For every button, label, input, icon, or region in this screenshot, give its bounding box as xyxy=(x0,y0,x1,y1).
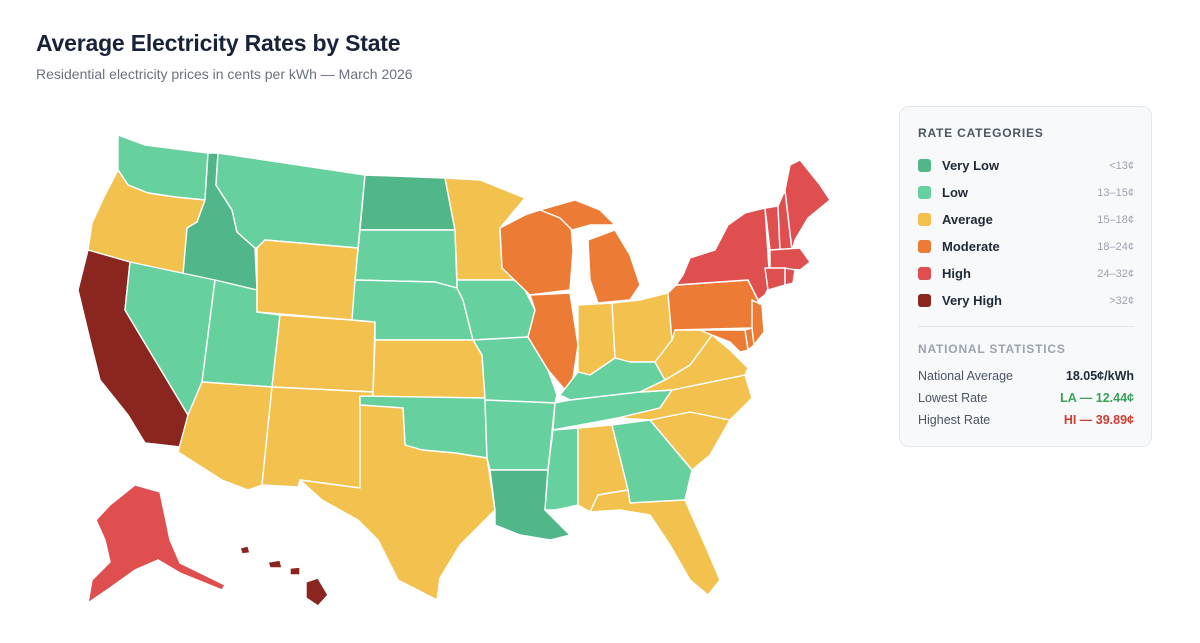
state-me[interactable] xyxy=(784,159,831,251)
legend-item-very-high: Very High >32¢ xyxy=(918,287,1134,314)
state-co[interactable] xyxy=(271,314,376,393)
state-ma[interactable] xyxy=(769,247,811,271)
stats-list: National Average 18.05¢/kWh Lowest Rate LA … xyxy=(918,365,1134,431)
legend-label: High xyxy=(942,266,971,281)
legend-item-moderate: Moderate 18–24¢ xyxy=(918,233,1134,260)
page-subtitle: Residential electricity prices in cents … xyxy=(36,66,413,82)
legend-item-high: High 24–32¢ xyxy=(918,260,1134,287)
stat-value: LA — 12.44¢ xyxy=(1060,391,1134,405)
legend-item-average: Average 15–18¢ xyxy=(918,206,1134,233)
stat-value: HI — 39.89¢ xyxy=(1063,413,1134,427)
state-ar[interactable] xyxy=(484,399,556,471)
state-md[interactable] xyxy=(699,329,749,353)
state-ri[interactable] xyxy=(784,267,796,286)
legend-range: 13–15¢ xyxy=(1097,186,1134,199)
legend-item-very-low: Very Low <13¢ xyxy=(918,152,1134,179)
state-sd[interactable] xyxy=(354,229,458,289)
page-title: Average Electricity Rates by State xyxy=(36,30,401,56)
legend-divider xyxy=(918,326,1134,327)
stat-label: Highest Rate xyxy=(918,413,991,427)
state-ny[interactable] xyxy=(675,207,771,301)
legend-label: Moderate xyxy=(942,239,1000,254)
legend-range: 18–24¢ xyxy=(1097,240,1134,253)
legend-swatch xyxy=(918,240,931,253)
legend-swatch xyxy=(918,213,931,226)
legend-swatch xyxy=(918,159,931,172)
stat-label: National Average xyxy=(918,369,1013,383)
legend-list: Very Low <13¢ Low 13–15¢ Average 15–18¢ Modera… xyxy=(918,152,1134,314)
stat-row: Lowest Rate LA — 12.44¢ xyxy=(918,387,1134,409)
stat-row: Highest Rate HI — 39.89¢ xyxy=(918,409,1134,431)
state-mi[interactable] xyxy=(539,199,641,304)
legend-range: >32¢ xyxy=(1109,294,1134,307)
legend-swatch xyxy=(918,294,931,307)
state-wy[interactable] xyxy=(256,239,359,321)
state-mt[interactable] xyxy=(215,152,366,249)
legend-label: Low xyxy=(942,185,968,200)
legend-heading: RATE CATEGORIES xyxy=(918,126,1044,140)
legend-label: Very High xyxy=(942,293,1002,308)
state-fl[interactable] xyxy=(589,489,721,596)
legend-label: Very Low xyxy=(942,158,1000,173)
us-map xyxy=(0,100,880,643)
legend-item-low: Low 13–15¢ xyxy=(918,179,1134,206)
stat-row: National Average 18.05¢/kWh xyxy=(918,365,1134,387)
state-ks[interactable] xyxy=(372,339,486,399)
state-nd[interactable] xyxy=(359,174,456,231)
stat-value: 18.05¢/kWh xyxy=(1065,369,1134,383)
stat-label: Lowest Rate xyxy=(918,391,988,405)
state-ct[interactable] xyxy=(764,267,786,291)
state-nm[interactable] xyxy=(261,386,374,489)
legend-card: RATE CATEGORIES Very Low <13¢ Low 13–15¢ Ave… xyxy=(899,106,1152,447)
legend-range: 15–18¢ xyxy=(1097,213,1134,226)
state-hi[interactable] xyxy=(239,545,329,607)
legend-swatch xyxy=(918,267,931,280)
state-wi[interactable] xyxy=(499,204,574,296)
legend-range: 24–32¢ xyxy=(1097,267,1134,280)
us-map-svg xyxy=(77,134,831,607)
state-ak[interactable] xyxy=(87,484,226,604)
legend-label: Average xyxy=(942,212,993,227)
stats-heading: NATIONAL STATISTICS xyxy=(918,342,1066,356)
state-tx[interactable] xyxy=(299,404,496,601)
legend-range: <13¢ xyxy=(1109,159,1134,172)
legend-swatch xyxy=(918,186,931,199)
